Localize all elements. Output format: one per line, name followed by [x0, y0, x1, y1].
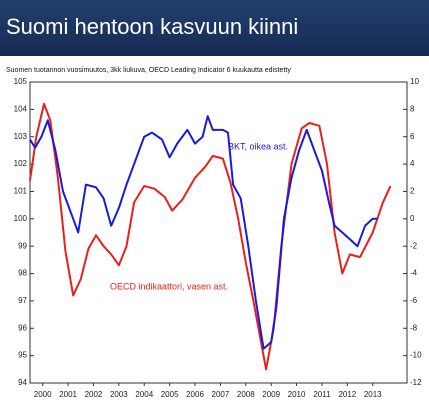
x-tick-label: 2004	[135, 390, 153, 399]
title-banner	[0, 0, 429, 56]
y2-tick-label: 6	[410, 132, 415, 141]
y2-tick-label: -10	[410, 351, 422, 360]
y-tick-label: 101	[14, 187, 28, 196]
y2-tick-label: -12	[410, 378, 422, 387]
y-tick-label: 95	[18, 351, 27, 360]
x-tick-label: 2009	[262, 390, 280, 399]
x-tick-label: 2008	[237, 390, 255, 399]
x-tick-label: 2013	[364, 390, 382, 399]
x-tick-label: 2012	[338, 390, 356, 399]
annotation: OECD indikaattori, vasen ast.	[110, 281, 228, 291]
y-tick-label: 103	[14, 132, 28, 141]
x-tick-label: 2007	[212, 390, 230, 399]
series-line	[29, 102, 392, 371]
x-tick-label: 2000	[34, 390, 52, 399]
y-tick-label: 98	[18, 269, 27, 278]
y2-tick-label: -8	[410, 323, 418, 332]
series-line	[29, 115, 378, 350]
y-tick-label: 102	[14, 159, 28, 168]
x-tick-label: 2005	[161, 390, 179, 399]
y-tick-label: 97	[18, 296, 27, 305]
y-tick-label: 104	[14, 104, 28, 113]
y2-tick-label: 8	[410, 104, 415, 113]
x-tick-label: 2006	[186, 390, 204, 399]
y2-tick-label: 0	[410, 214, 415, 223]
y-tick-label: 105	[14, 77, 28, 86]
x-tick-label: 2010	[288, 390, 306, 399]
y-tick-label: 99	[18, 241, 27, 250]
y-tick-label: 94	[18, 378, 27, 387]
y2-tick-label: -4	[410, 269, 418, 278]
x-tick-label: 2003	[110, 390, 128, 399]
y2-tick-label: 2	[410, 187, 415, 196]
y-tick-label: 100	[14, 214, 28, 223]
chart-subtitle: Suomen tuotannon vuosimuutos, 3kk liukuv…	[6, 67, 291, 74]
x-tick-label: 2011	[313, 390, 331, 399]
y2-tick-label: 10	[410, 77, 419, 86]
chart-title: Suomi hentoon kasvuun kiinni	[6, 14, 298, 39]
y2-tick-label: -2	[410, 241, 418, 250]
x-tick-label: 2002	[85, 390, 103, 399]
annotation: BKT, oikea ast.	[228, 141, 288, 151]
y2-tick-label: -6	[410, 296, 418, 305]
y2-tick-label: 4	[410, 159, 415, 168]
y-tick-label: 96	[18, 323, 27, 332]
x-tick-label: 2001	[59, 390, 77, 399]
plot-frame	[29, 81, 408, 384]
